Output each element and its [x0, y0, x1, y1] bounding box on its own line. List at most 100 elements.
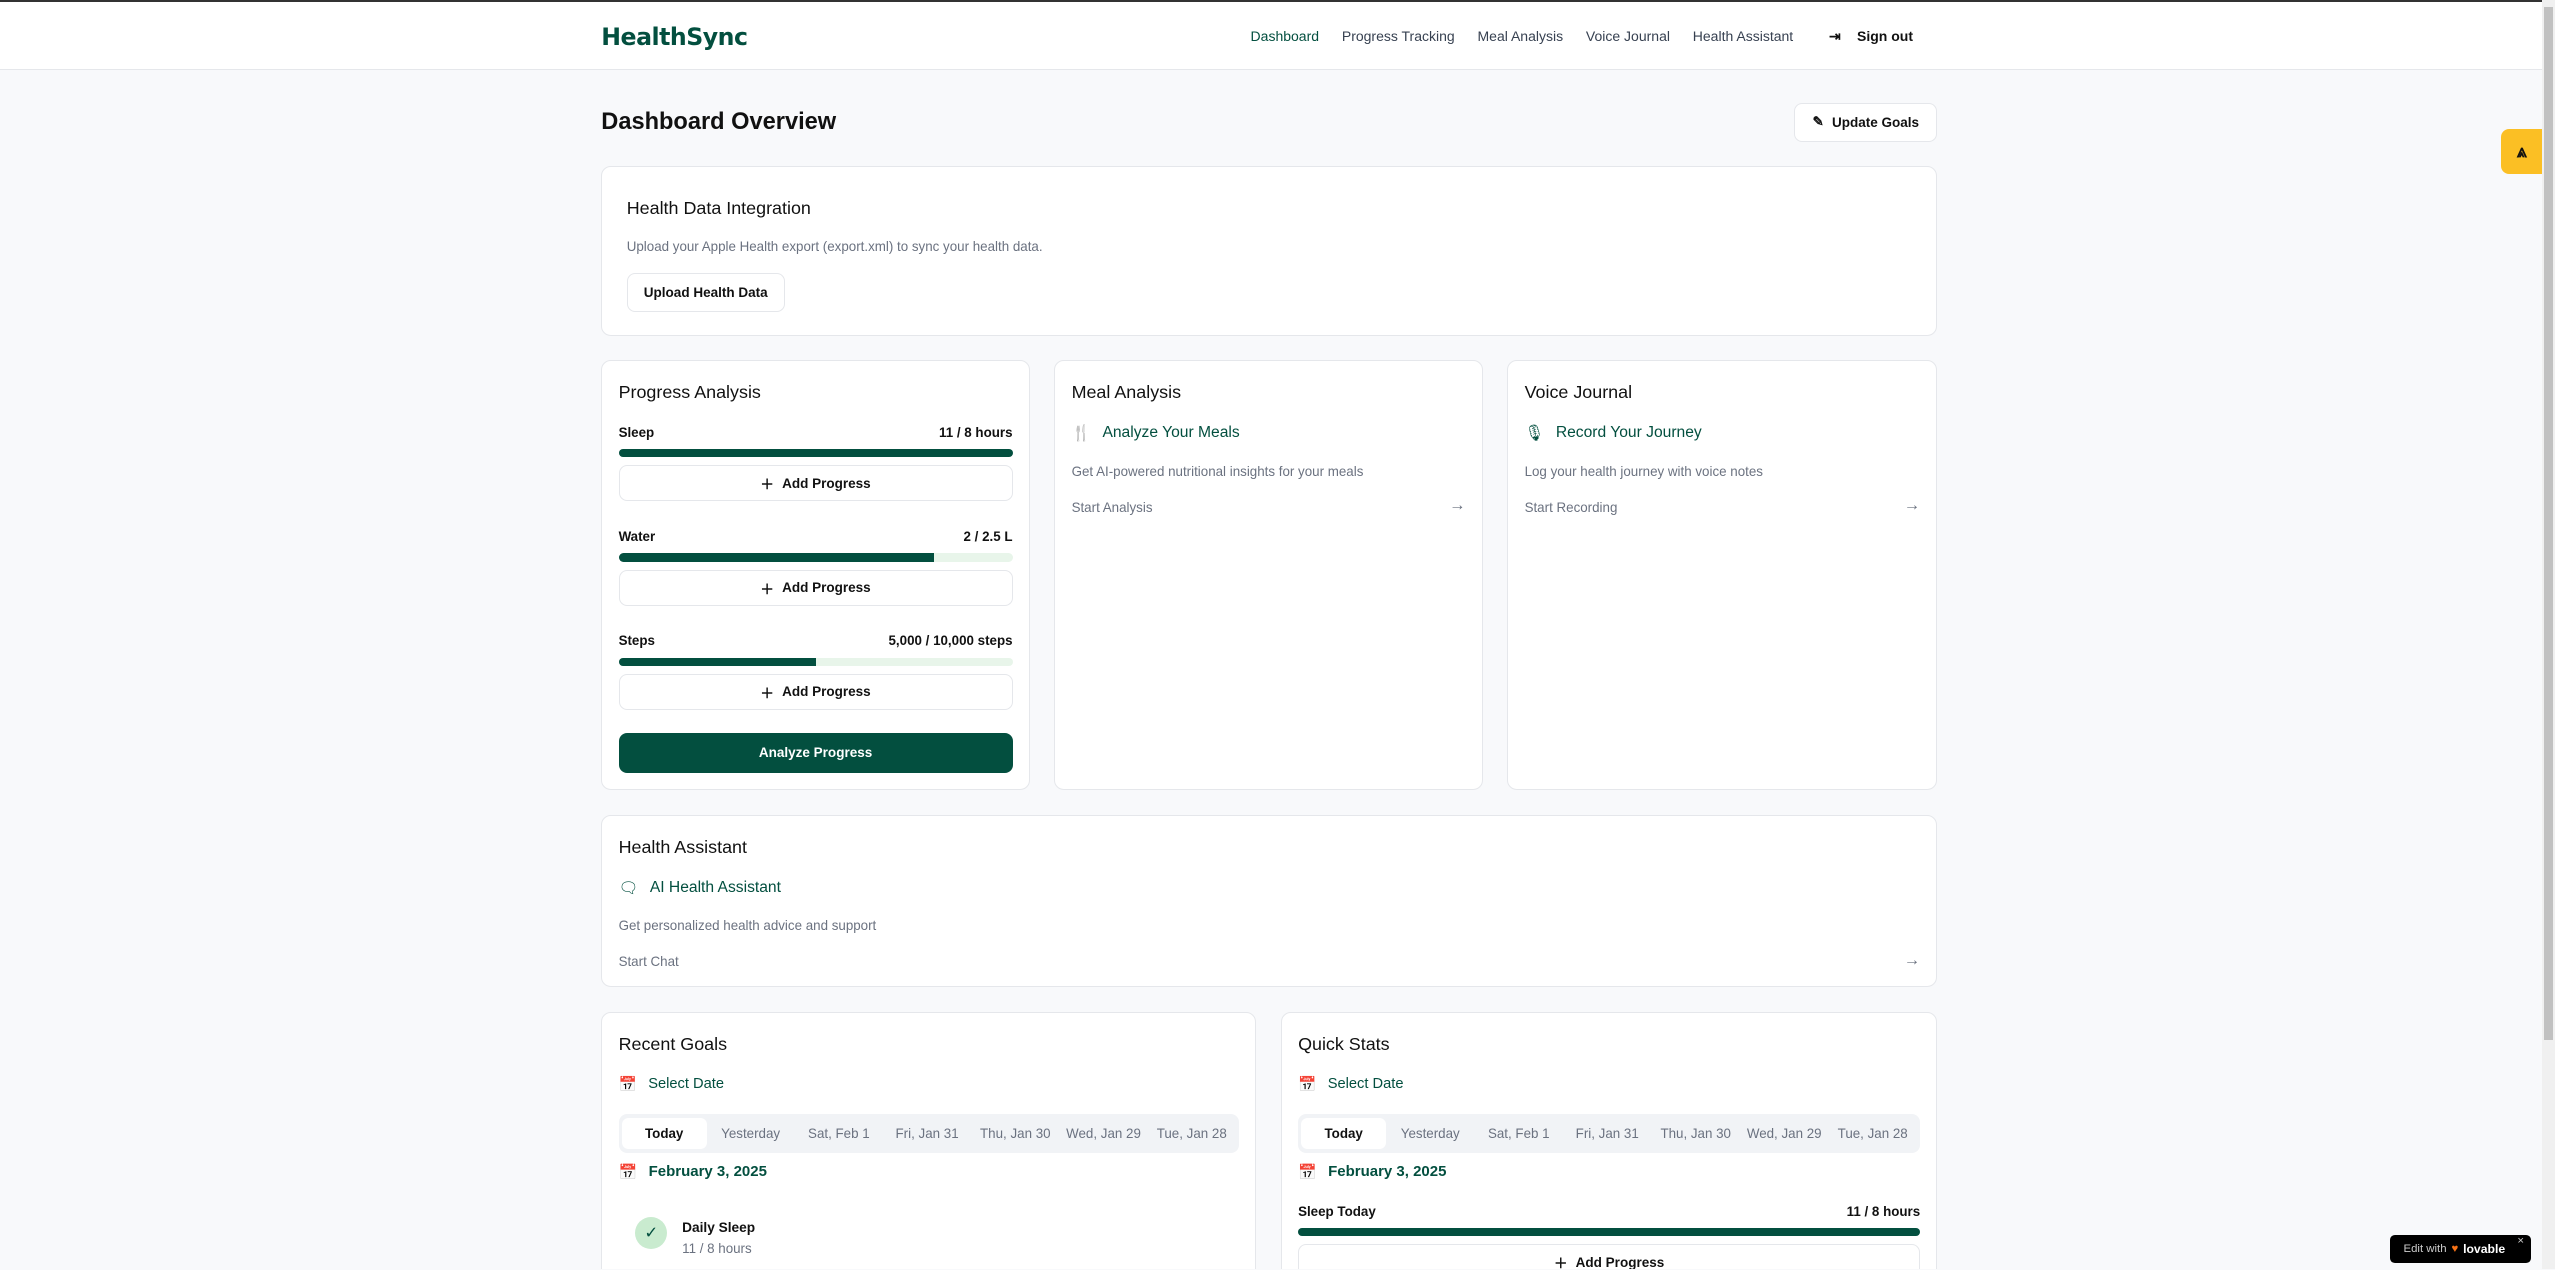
add-progress-button[interactable]: ＋ Add Progress [618, 673, 1013, 710]
nav-voice-journal[interactable]: Voice Journal [1585, 28, 1670, 45]
heart-icon: ♥ [2451, 1243, 2459, 1255]
label: Edit with [2403, 1243, 2447, 1255]
start-analysis-link[interactable]: Start Analysis [1071, 499, 1153, 515]
nav-meal-analysis[interactable]: Meal Analysis [1477, 28, 1564, 45]
select-date-button[interactable]: 📅 Select Date [1298, 1075, 1403, 1093]
progress-row-sleep: Sleep 11 / 8 hours [619, 425, 1013, 440]
scrollbar[interactable] [2542, 0, 2555, 1270]
label: Add Progress [782, 684, 871, 700]
value: 2 / 2.5 L [963, 528, 1013, 544]
label: Sleep Today [1298, 1203, 1376, 1219]
sleep-progress-bar [618, 449, 1013, 458]
analyze-progress-button[interactable]: Analyze Progress [618, 732, 1013, 774]
add-progress-button[interactable]: ＋ Add Progress [618, 569, 1013, 606]
date-tabs: Today Yesterday Sat, Feb 1 Fri, Jan 31 Thu, … [1298, 1113, 1921, 1154]
chat-bubble-icon: 🗨 [618, 879, 639, 897]
record-journey-link[interactable]: 🎙 Record Your Journey [1525, 423, 1702, 443]
sign-out-label: Sign out [1857, 28, 1914, 45]
selected-date: 📅 February 3, 2025 [619, 1163, 767, 1181]
tab-date[interactable]: Tue, Jan 28 [1837, 1125, 1908, 1141]
value: 5,000 / 10,000 steps [888, 633, 1013, 649]
water-progress-bar [618, 553, 1013, 562]
start-recording-link[interactable]: Start Recording [1524, 499, 1618, 515]
update-goals-label: Update Goals [1831, 114, 1920, 130]
goal-value: 11 / 8 hours [682, 1241, 752, 1257]
steps-progress-bar [618, 657, 1013, 666]
card-description: Get personalized health advice and suppo… [618, 918, 877, 934]
check-icon: ✓ [634, 1216, 668, 1250]
plus-icon: ＋ [1553, 1256, 1568, 1270]
tab-date[interactable]: Wed, Jan 29 [1066, 1125, 1141, 1141]
scrollbar-thumb[interactable] [2543, 6, 2554, 1040]
progress-row-water: Water 2 / 2.5 L [619, 529, 1013, 544]
nav-dashboard[interactable]: Dashboard [1250, 28, 1320, 45]
calendar-icon: 📅 [1298, 1076, 1317, 1093]
label: Select Date [1327, 1075, 1404, 1092]
arrow-right-icon[interactable]: → [1449, 496, 1466, 515]
nav-progress-tracking[interactable]: Progress Tracking [1341, 28, 1455, 45]
tab-yesterday[interactable]: Yesterday [721, 1125, 781, 1141]
utensils-icon: 🍴 [1071, 425, 1092, 443]
progress-analysis-card: Progress Analysis Sleep 11 / 8 hours ＋ Add… [601, 360, 1030, 791]
tab-date[interactable]: Thu, Jan 30 [980, 1125, 1051, 1141]
add-progress-button[interactable]: ＋ Add Progress [1298, 1244, 1921, 1270]
arrow-right-icon[interactable]: → [1903, 950, 1921, 969]
update-goals-button[interactable]: ✎ Update Goals [1794, 102, 1938, 142]
label: Add Progress [782, 475, 871, 491]
card-title: Meal Analysis [1071, 382, 1182, 403]
sleep-today-bar [1298, 1228, 1921, 1237]
page-title: Dashboard Overview [601, 109, 837, 136]
tab-date[interactable]: Wed, Jan 29 [1746, 1125, 1822, 1141]
tab-date[interactable]: Tue, Jan 28 [1156, 1125, 1227, 1141]
card-description: Log your health journey with voice notes [1524, 463, 1763, 479]
calendar-icon: 📅 [1298, 1163, 1317, 1181]
arrow-right-icon[interactable]: → [1903, 496, 1921, 515]
label: Add Progress [782, 580, 871, 596]
pencil-icon: ✎ [1812, 114, 1824, 130]
sleep-today-row: Sleep Today 11 / 8 hours [1298, 1204, 1920, 1219]
label: AI Health Assistant [649, 878, 781, 896]
add-progress-button[interactable]: ＋ Add Progress [618, 465, 1013, 502]
tab-date[interactable]: Fri, Jan 31 [895, 1125, 959, 1141]
progress-row-steps: Steps 5,000 / 10,000 steps [619, 633, 1013, 648]
microphone-icon: 🎙 [1524, 425, 1545, 443]
select-date-button[interactable]: 📅 Select Date [619, 1075, 724, 1093]
upload-health-data-button[interactable]: Upload Health Data [626, 273, 785, 313]
tab-date[interactable]: Sat, Feb 1 [808, 1125, 870, 1141]
health-assistant-card: Health Assistant 🗨 AI Health Assistant Ge… [601, 814, 1938, 988]
value: 11 / 8 hours [939, 424, 1013, 440]
analyze-meals-link[interactable]: 🍴 Analyze Your Meals [1072, 423, 1240, 443]
ai-assistant-link[interactable]: 🗨 AI Health Assistant [619, 878, 781, 898]
tab-today[interactable]: Today [1301, 1117, 1387, 1150]
card-title: Progress Analysis [618, 382, 761, 403]
start-chat-link[interactable]: Start Chat [618, 954, 679, 970]
calendar-icon: 📅 [618, 1163, 638, 1181]
tab-date[interactable]: Sat, Feb 1 [1487, 1125, 1550, 1141]
recent-goals-card: Recent Goals 📅 Select Date Today Yesterday… [601, 1011, 1257, 1270]
voice-journal-card: Voice Journal 🎙 Record Your Journey Log y… [1507, 360, 1938, 791]
value: 11 / 8 hours [1846, 1203, 1921, 1219]
label: Sleep [618, 424, 655, 440]
tab-date[interactable]: Thu, Jan 30 [1660, 1125, 1731, 1141]
card-title: Quick Stats [1298, 1034, 1390, 1055]
sign-out-button[interactable]: ⇥ Sign out [1829, 28, 1913, 45]
nav-health-assistant[interactable]: Health Assistant [1692, 28, 1794, 45]
selected-date: 📅 February 3, 2025 [1298, 1163, 1446, 1181]
card-title: Health Data Integration [626, 198, 811, 219]
plus-icon: ＋ [760, 581, 774, 597]
health-data-integration-card: Health Data Integration Upload your Appl… [601, 166, 1938, 336]
plus-icon: ＋ [760, 477, 774, 493]
extension-tab-icon[interactable]: ⩓ [2501, 128, 2543, 175]
logo[interactable]: HealthSync [601, 22, 748, 51]
label: Water [618, 528, 656, 544]
tab-today[interactable]: Today [621, 1117, 707, 1150]
top-nav: HealthSync Dashboard Progress Tracking M… [0, 1, 2543, 71]
tab-yesterday[interactable]: Yesterday [1400, 1125, 1460, 1141]
edit-with-lovable-badge[interactable]: Edit with ♥ lovable × [2390, 1235, 2531, 1263]
label: Analyze Your Meals [1102, 424, 1240, 442]
date-tabs: Today Yesterday Sat, Feb 1 Fri, Jan 31 Thu, … [618, 1113, 1240, 1154]
goal-name: Daily Sleep [682, 1219, 756, 1235]
close-icon[interactable]: × [2517, 1235, 2525, 1248]
tab-date[interactable]: Fri, Jan 31 [1575, 1125, 1639, 1141]
label: February 3, 2025 [1328, 1163, 1447, 1181]
